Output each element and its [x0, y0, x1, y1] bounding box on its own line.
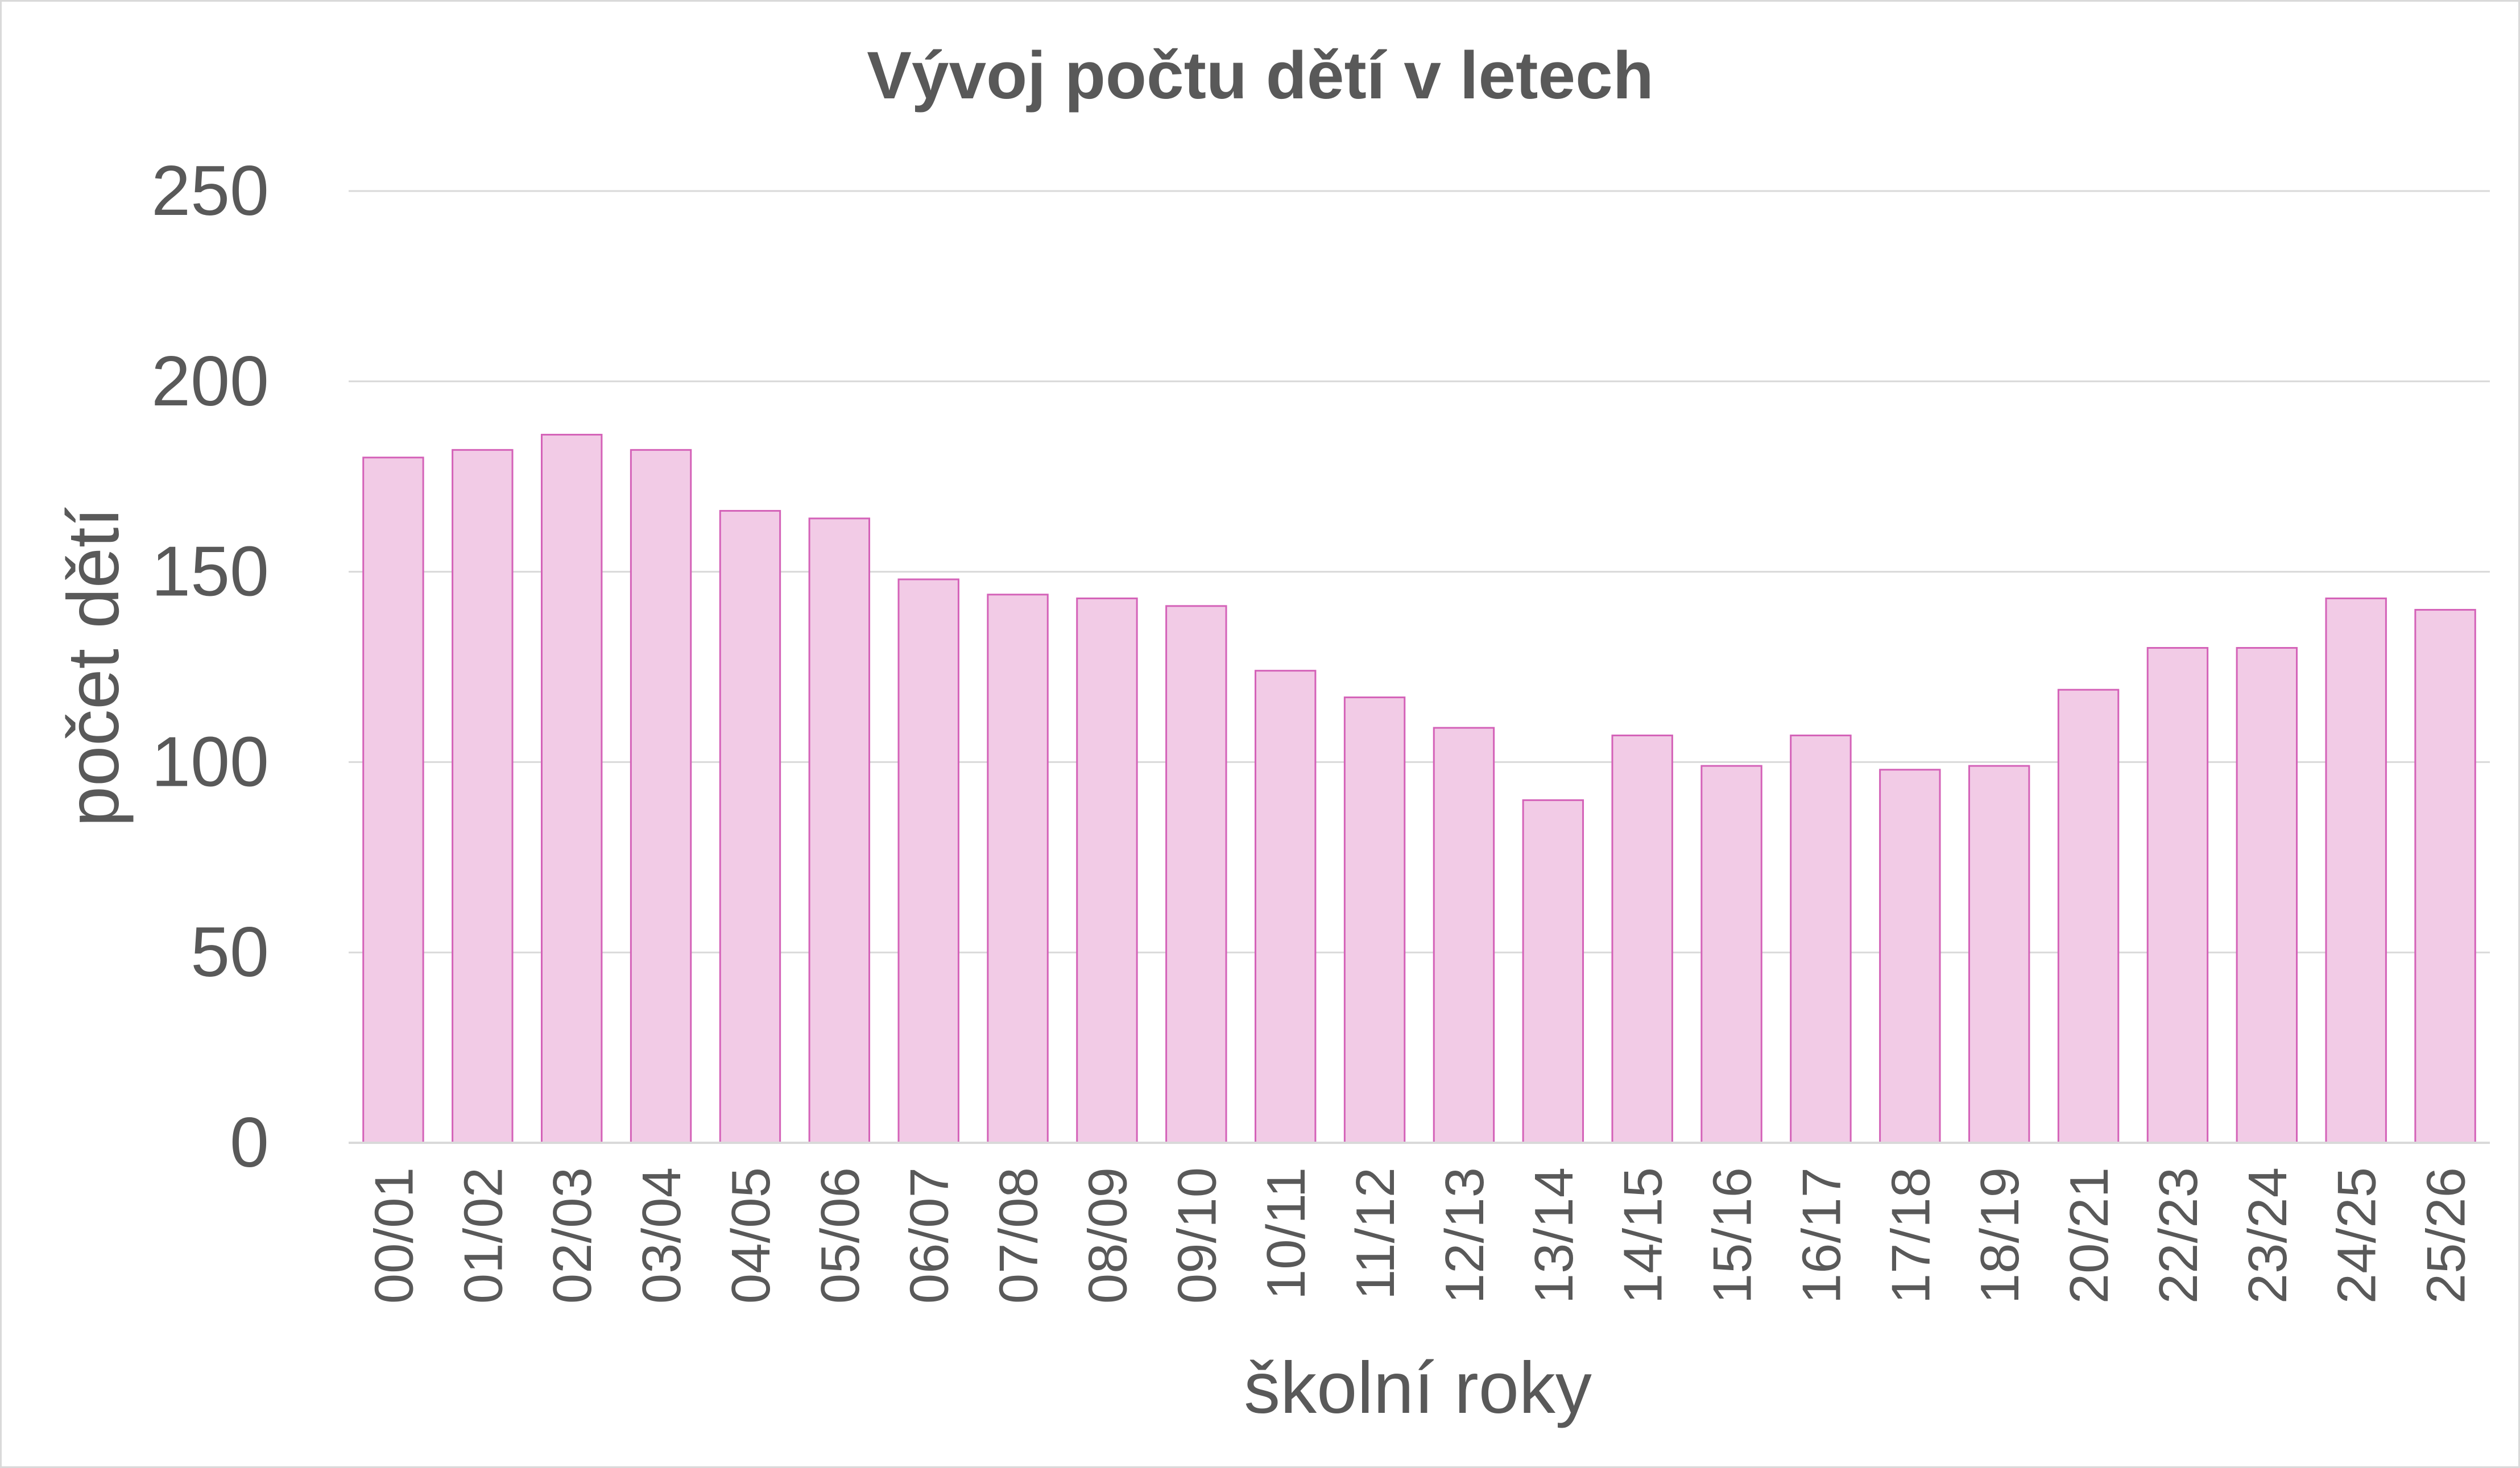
bar-25-26 — [2414, 609, 2476, 1144]
x-tick-label: 11/12 — [1345, 1167, 1406, 1300]
y-tick-label: 250 — [151, 152, 269, 230]
bar-08-09 — [1076, 597, 1138, 1144]
x-tick-label: 13/14 — [1524, 1167, 1584, 1304]
y-axis-ticks: 0 50 100 150 200 250 — [151, 152, 269, 1182]
x-tick-label: 09/10 — [1166, 1167, 1227, 1304]
bar-00-01 — [362, 457, 424, 1144]
bar-02-03 — [540, 434, 603, 1144]
bar-14-15 — [1611, 735, 1673, 1144]
bar-01-02 — [452, 449, 514, 1144]
chart-title: Vývoj počtu dětí v letech — [867, 38, 1654, 113]
x-tick-label: 15/16 — [1702, 1167, 1763, 1304]
y-tick-label: 100 — [151, 723, 269, 801]
bar-13-14 — [1522, 799, 1584, 1144]
bar-04-05 — [719, 509, 781, 1144]
bar-05-06 — [808, 517, 871, 1144]
y-tick-label: 50 — [191, 913, 269, 992]
x-tick-label: 20/21 — [2059, 1167, 2120, 1304]
bar-03-04 — [630, 449, 692, 1144]
y-tick-label: 200 — [151, 342, 269, 421]
x-tick-label: 08/09 — [1077, 1167, 1138, 1304]
x-tick-label: 17/18 — [1880, 1167, 1941, 1304]
x-tick-label: 00/01 — [363, 1167, 424, 1304]
x-tick-label: 16/17 — [1791, 1167, 1852, 1304]
bar-18-19 — [1968, 765, 2030, 1144]
x-axis-ticks: 00/01 01/02 02/03 03/04 04/05 05/06 06/07 07/08… — [363, 1167, 2476, 1304]
bar-23-24 — [2236, 647, 2298, 1144]
gridlines — [349, 190, 2490, 953]
x-tick-label: 01/02 — [453, 1167, 514, 1304]
x-tick-label: 24/25 — [2327, 1167, 2387, 1304]
x-tick-label: 22/23 — [2148, 1167, 2209, 1304]
bar-20-21 — [2057, 689, 2120, 1144]
bar-22-23 — [2146, 647, 2209, 1144]
x-tick-label: 25/26 — [2416, 1167, 2477, 1304]
bar-07-08 — [987, 594, 1049, 1144]
bar-09-10 — [1165, 605, 1227, 1144]
bar-06-07 — [897, 578, 959, 1144]
bar-11-12 — [1343, 696, 1406, 1144]
x-tick-label: 05/06 — [810, 1167, 871, 1304]
y-axis-title: počet dětí — [53, 507, 134, 827]
bar-24-25 — [2325, 597, 2387, 1144]
x-tick-label: 04/05 — [721, 1167, 781, 1304]
x-tick-label: 14/15 — [1613, 1167, 1674, 1304]
y-tick-label: 0 — [230, 1104, 269, 1182]
x-tick-label: 06/07 — [899, 1167, 960, 1304]
x-tick-label: 10/11 — [1256, 1167, 1317, 1300]
bar-16-17 — [1790, 735, 1852, 1144]
x-tick-label: 18/19 — [1969, 1167, 2030, 1304]
y-tick-label: 150 — [151, 533, 269, 611]
x-tick-label: 03/04 — [631, 1167, 692, 1304]
bar-17-18 — [1879, 769, 1941, 1144]
x-tick-label: 23/24 — [2237, 1167, 2298, 1304]
x-axis-title: školní roky — [1244, 1347, 1592, 1429]
x-tick-label: 02/03 — [542, 1167, 603, 1304]
bars — [362, 434, 2476, 1144]
x-tick-label: 12/13 — [1434, 1167, 1495, 1304]
bar-12-13 — [1433, 727, 1495, 1144]
bar-10-11 — [1254, 670, 1317, 1144]
x-tick-label: 07/08 — [988, 1167, 1049, 1304]
bar-15-16 — [1700, 765, 1762, 1144]
